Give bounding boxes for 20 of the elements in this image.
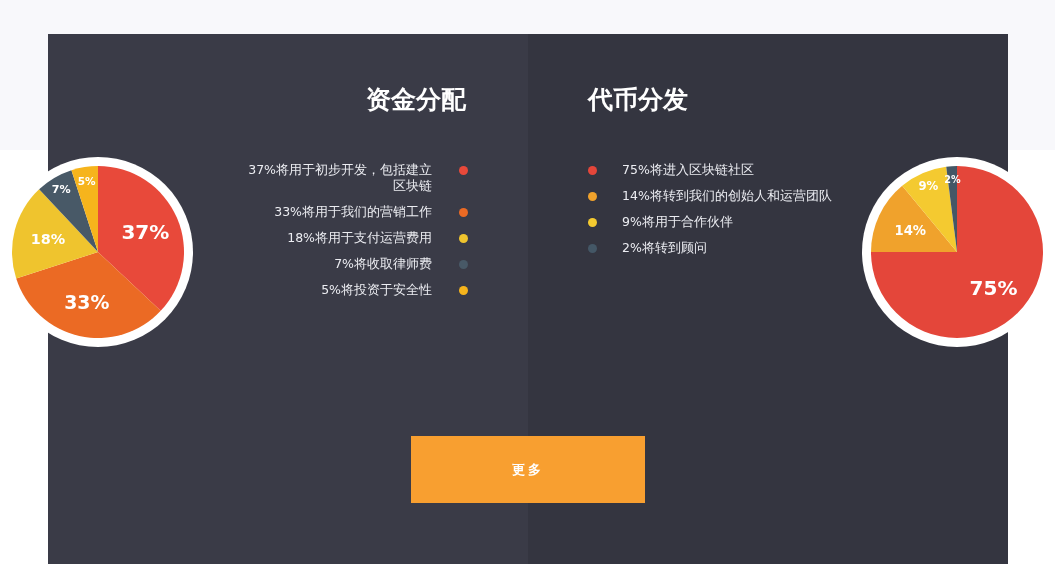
legend-label: 75%将进入区块链社区 (622, 162, 755, 178)
data-label: 5% (77, 174, 97, 187)
legend-label: 33%将用于我们的营销工作 (273, 204, 432, 220)
chart-title: 资金分配 (366, 85, 466, 115)
data-label: 18% (30, 231, 66, 248)
data-label: 75% (969, 276, 1018, 301)
legend-label: 37%将用于初步开发，包括建立区块链 (247, 162, 432, 194)
data-label: 37% (121, 219, 170, 244)
legend-label: 7%将收取律师费 (333, 256, 432, 272)
data-label: 33% (64, 291, 110, 314)
chart-title: 代币分发 (588, 85, 688, 115)
legend-label: 9%将用于合作伙伴 (622, 214, 733, 229)
legend-label: 2%将转到顾问 (622, 240, 708, 256)
text: 更多 (411, 436, 645, 503)
legend-label: 5%将投资于安全性 (320, 282, 432, 298)
data-label: 9% (918, 178, 939, 193)
data-label: 14% (894, 222, 927, 238)
data-label: 7% (51, 183, 71, 197)
legend-label: 18%将用于支付运营费用 (286, 230, 432, 246)
legend-label: 14%将转到我们的创始人和运营团队 (622, 188, 832, 203)
